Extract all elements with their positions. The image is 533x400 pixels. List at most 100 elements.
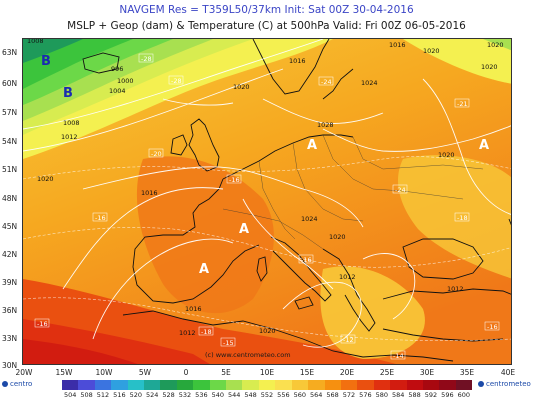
lon-label: 20E <box>339 368 355 377</box>
isobar-label: 1028 <box>317 121 334 129</box>
high-pressure-marker: A <box>479 138 489 153</box>
isobar-label: 1016 <box>389 41 406 49</box>
colorbar-swatch <box>373 380 391 390</box>
logo-dot-icon <box>478 381 484 387</box>
svg-text:-21: -21 <box>457 100 468 108</box>
isobar-label: 1024 <box>301 215 318 223</box>
isobar-label: 1020 <box>259 327 276 335</box>
lon-label: 5E <box>221 368 231 377</box>
pressure-labels: 1008 996 1000 1004 1008 1012 1020 1020 1… <box>27 39 504 337</box>
svg-text:-16: -16 <box>95 214 106 222</box>
svg-text:-18: -18 <box>457 214 468 222</box>
colorbar-swatch <box>308 380 325 390</box>
lat-label: 51N <box>2 165 18 174</box>
high-pressure-marker: A <box>199 262 209 277</box>
lon-label: 10W <box>95 368 113 377</box>
colorbar-label: 556 <box>277 391 290 399</box>
isobar-label: 1012 <box>61 133 78 141</box>
colorbar-swatch <box>78 380 95 390</box>
svg-text:-12: -12 <box>343 336 354 344</box>
isobar-label: 1020 <box>487 41 504 49</box>
isotherm-label: -16 <box>484 321 500 331</box>
copyright-text: (c) www.centrometeo.com <box>205 351 291 359</box>
isobar-label: 1020 <box>329 233 346 241</box>
isobar-label: 1012 <box>447 285 464 293</box>
lat-label: 33N <box>2 334 18 343</box>
lon-label: 40E <box>500 368 516 377</box>
isotherm-label: -21 <box>454 98 470 108</box>
isobar-label: 996 <box>111 65 123 73</box>
isobar-label: 1016 <box>289 57 306 65</box>
colorbar-label: 504 <box>63 391 77 399</box>
isotherm-label: -15 <box>220 337 236 347</box>
svg-text:-15: -15 <box>223 339 234 347</box>
lon-label: 10E <box>259 368 275 377</box>
lon-label: 5W <box>138 368 152 377</box>
colorbar-label: 580 <box>375 391 389 399</box>
isotherm-label: -16 <box>298 254 314 264</box>
colorbar-swatch <box>357 380 374 390</box>
isotherm-label: -16 <box>34 318 50 328</box>
svg-text:-24: -24 <box>395 186 406 194</box>
colorbar-label: 540 <box>211 391 225 399</box>
colorbar-label: 528 <box>162 391 175 399</box>
lon-label: 35E <box>459 368 475 377</box>
isotherm-label: -28 <box>138 53 154 63</box>
colorbar-swatch <box>324 380 341 390</box>
svg-text:-16: -16 <box>37 320 48 328</box>
colorbar-label: 592 <box>424 391 438 399</box>
colorbar-label: 596 <box>441 391 454 399</box>
colorbar-label: 584 <box>391 391 405 399</box>
colorbar-swatch <box>193 380 210 390</box>
temp-band-ne <box>403 39 511 84</box>
svg-text:-18: -18 <box>201 328 212 336</box>
colorbar-swatch <box>406 380 423 390</box>
colorbar-label: 576 <box>359 391 372 399</box>
colorbar-label: 532 <box>178 391 192 399</box>
colorbar-label: 508 <box>80 391 93 399</box>
colorbar-swatch <box>111 380 128 390</box>
colorbar-label: 536 <box>195 391 208 399</box>
cool-area-east <box>398 155 511 279</box>
lon-label: 30E <box>419 368 435 377</box>
isotherm-label: -28 <box>168 75 184 85</box>
isotherm-label: -24 <box>318 76 334 86</box>
colorbar-swatch <box>291 380 309 390</box>
colorbar-label: 588 <box>408 391 421 399</box>
lat-label: 63N <box>2 48 18 57</box>
colorbar-label: 520 <box>129 391 143 399</box>
isotherm-label: -12 <box>340 334 356 344</box>
lon-label: 25E <box>379 368 395 377</box>
logo-text: centro <box>10 380 33 388</box>
svg-text:-24: -24 <box>321 78 332 86</box>
colorbar-swatch <box>242 380 259 390</box>
svg-text:-16: -16 <box>487 323 498 331</box>
colorbar-swatch <box>275 380 292 390</box>
low-pressure-marker: B <box>41 54 51 69</box>
temp-band-584 <box>23 339 138 364</box>
low-pressure-marker: B <box>63 86 73 101</box>
colorbar-label: 564 <box>309 391 323 399</box>
colorbar-label: 552 <box>260 391 274 399</box>
colorbar-swatch <box>422 380 440 390</box>
isobar-label: 1012 <box>179 329 196 337</box>
isotherm-label: -16 <box>92 212 108 222</box>
high-pressure-marker: A <box>307 138 317 153</box>
lat-label: 42N <box>2 250 18 259</box>
lat-label: 36N <box>2 306 18 315</box>
isotherm-label: -18 <box>454 212 470 222</box>
svg-text:-28: -28 <box>141 55 152 63</box>
isotherm-label: -24 <box>392 184 408 194</box>
lon-label: 15W <box>55 368 73 377</box>
temperature-labels: -28 -28 -24 -20 -16 -16 -18 -24 -21 -16 … <box>34 53 500 360</box>
colorbar-label: 548 <box>244 391 257 399</box>
logo-text-right: centrometeo <box>486 380 531 388</box>
isobar-label: 1020 <box>37 175 54 183</box>
colorbar-label: 516 <box>113 391 126 399</box>
isobar-label: 1016 <box>185 305 202 313</box>
colorbar-swatch <box>62 380 79 390</box>
lat-label: 48N <box>2 194 18 203</box>
map-header: NAVGEM Res = T359L50/37km Init: Sat 00Z … <box>0 0 533 38</box>
isobar-label: 1012 <box>339 273 356 281</box>
colorbar-swatch <box>455 380 473 390</box>
